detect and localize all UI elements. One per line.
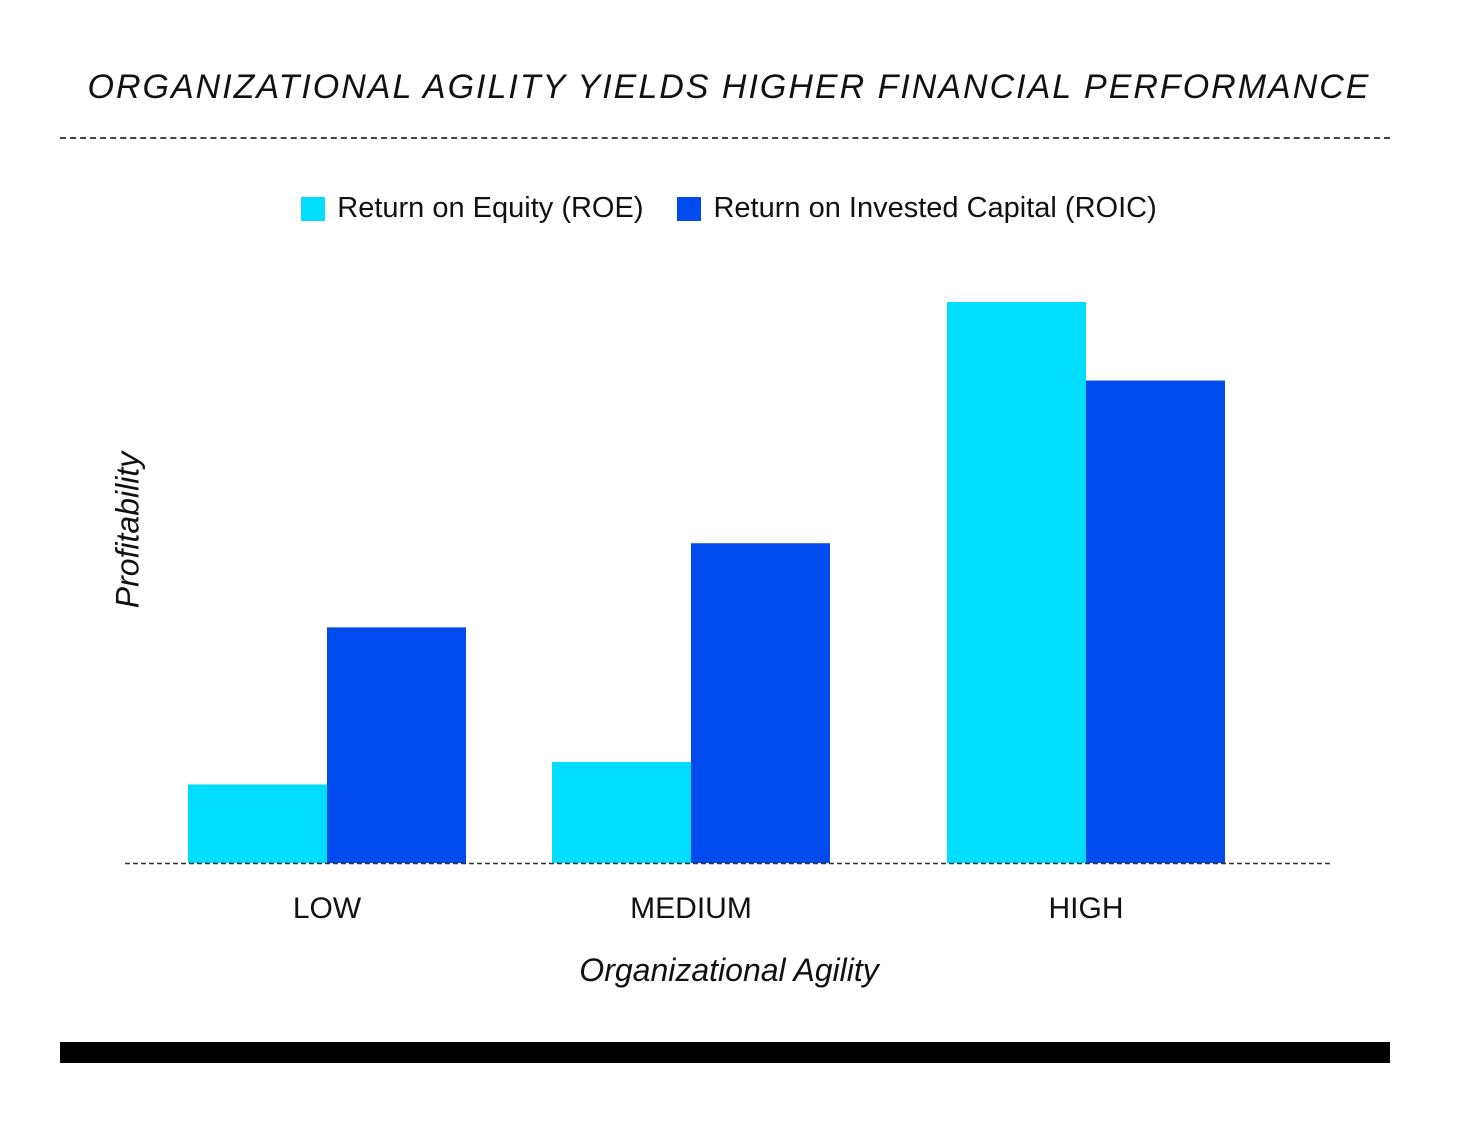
x-axis-label: Organizational Agility — [579, 952, 879, 988]
x-tick-label-high: HIGH — [1049, 892, 1124, 925]
chart-title: ORGANIZATIONAL AGILITY YIELDS HIGHER FIN… — [87, 68, 1371, 106]
title-divider — [60, 137, 1390, 139]
bar-roic-low — [327, 627, 466, 863]
footer-bar — [60, 1042, 1390, 1063]
bar-roe-medium — [552, 762, 691, 863]
legend-swatch-roe — [301, 196, 326, 221]
legend-item-roic: Return on Invested Capital (ROIC) — [677, 192, 1157, 225]
bar-roe-high — [947, 302, 1086, 863]
legend-label-roic: Return on Invested Capital (ROIC) — [713, 192, 1157, 224]
bar-roe-low — [188, 784, 327, 863]
legend: Return on Equity (ROE) Return on Investe… — [0, 192, 1458, 225]
legend-item-roe: Return on Equity (ROE) — [301, 192, 643, 225]
legend-swatch-roic — [677, 196, 702, 221]
x-tick-label-medium: MEDIUM — [630, 892, 752, 925]
x-tick-label-low: LOW — [293, 892, 362, 925]
bar-roic-high — [1086, 380, 1225, 863]
legend-label-roe: Return on Equity (ROE) — [337, 192, 644, 224]
bar-roic-medium — [691, 543, 830, 863]
bar-chart-plot: LOW MEDIUM HIGH — [125, 302, 1333, 925]
